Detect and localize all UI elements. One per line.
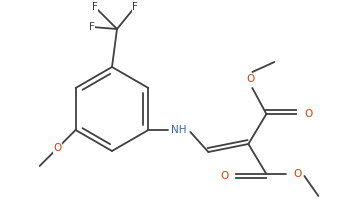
Text: O: O: [293, 169, 301, 179]
Text: F: F: [89, 22, 95, 32]
Text: F: F: [92, 2, 98, 12]
Text: O: O: [304, 109, 312, 119]
Text: F: F: [132, 2, 138, 12]
Text: O: O: [246, 74, 255, 84]
Text: O: O: [220, 171, 228, 181]
Text: NH: NH: [171, 125, 186, 135]
Text: O: O: [54, 143, 62, 153]
